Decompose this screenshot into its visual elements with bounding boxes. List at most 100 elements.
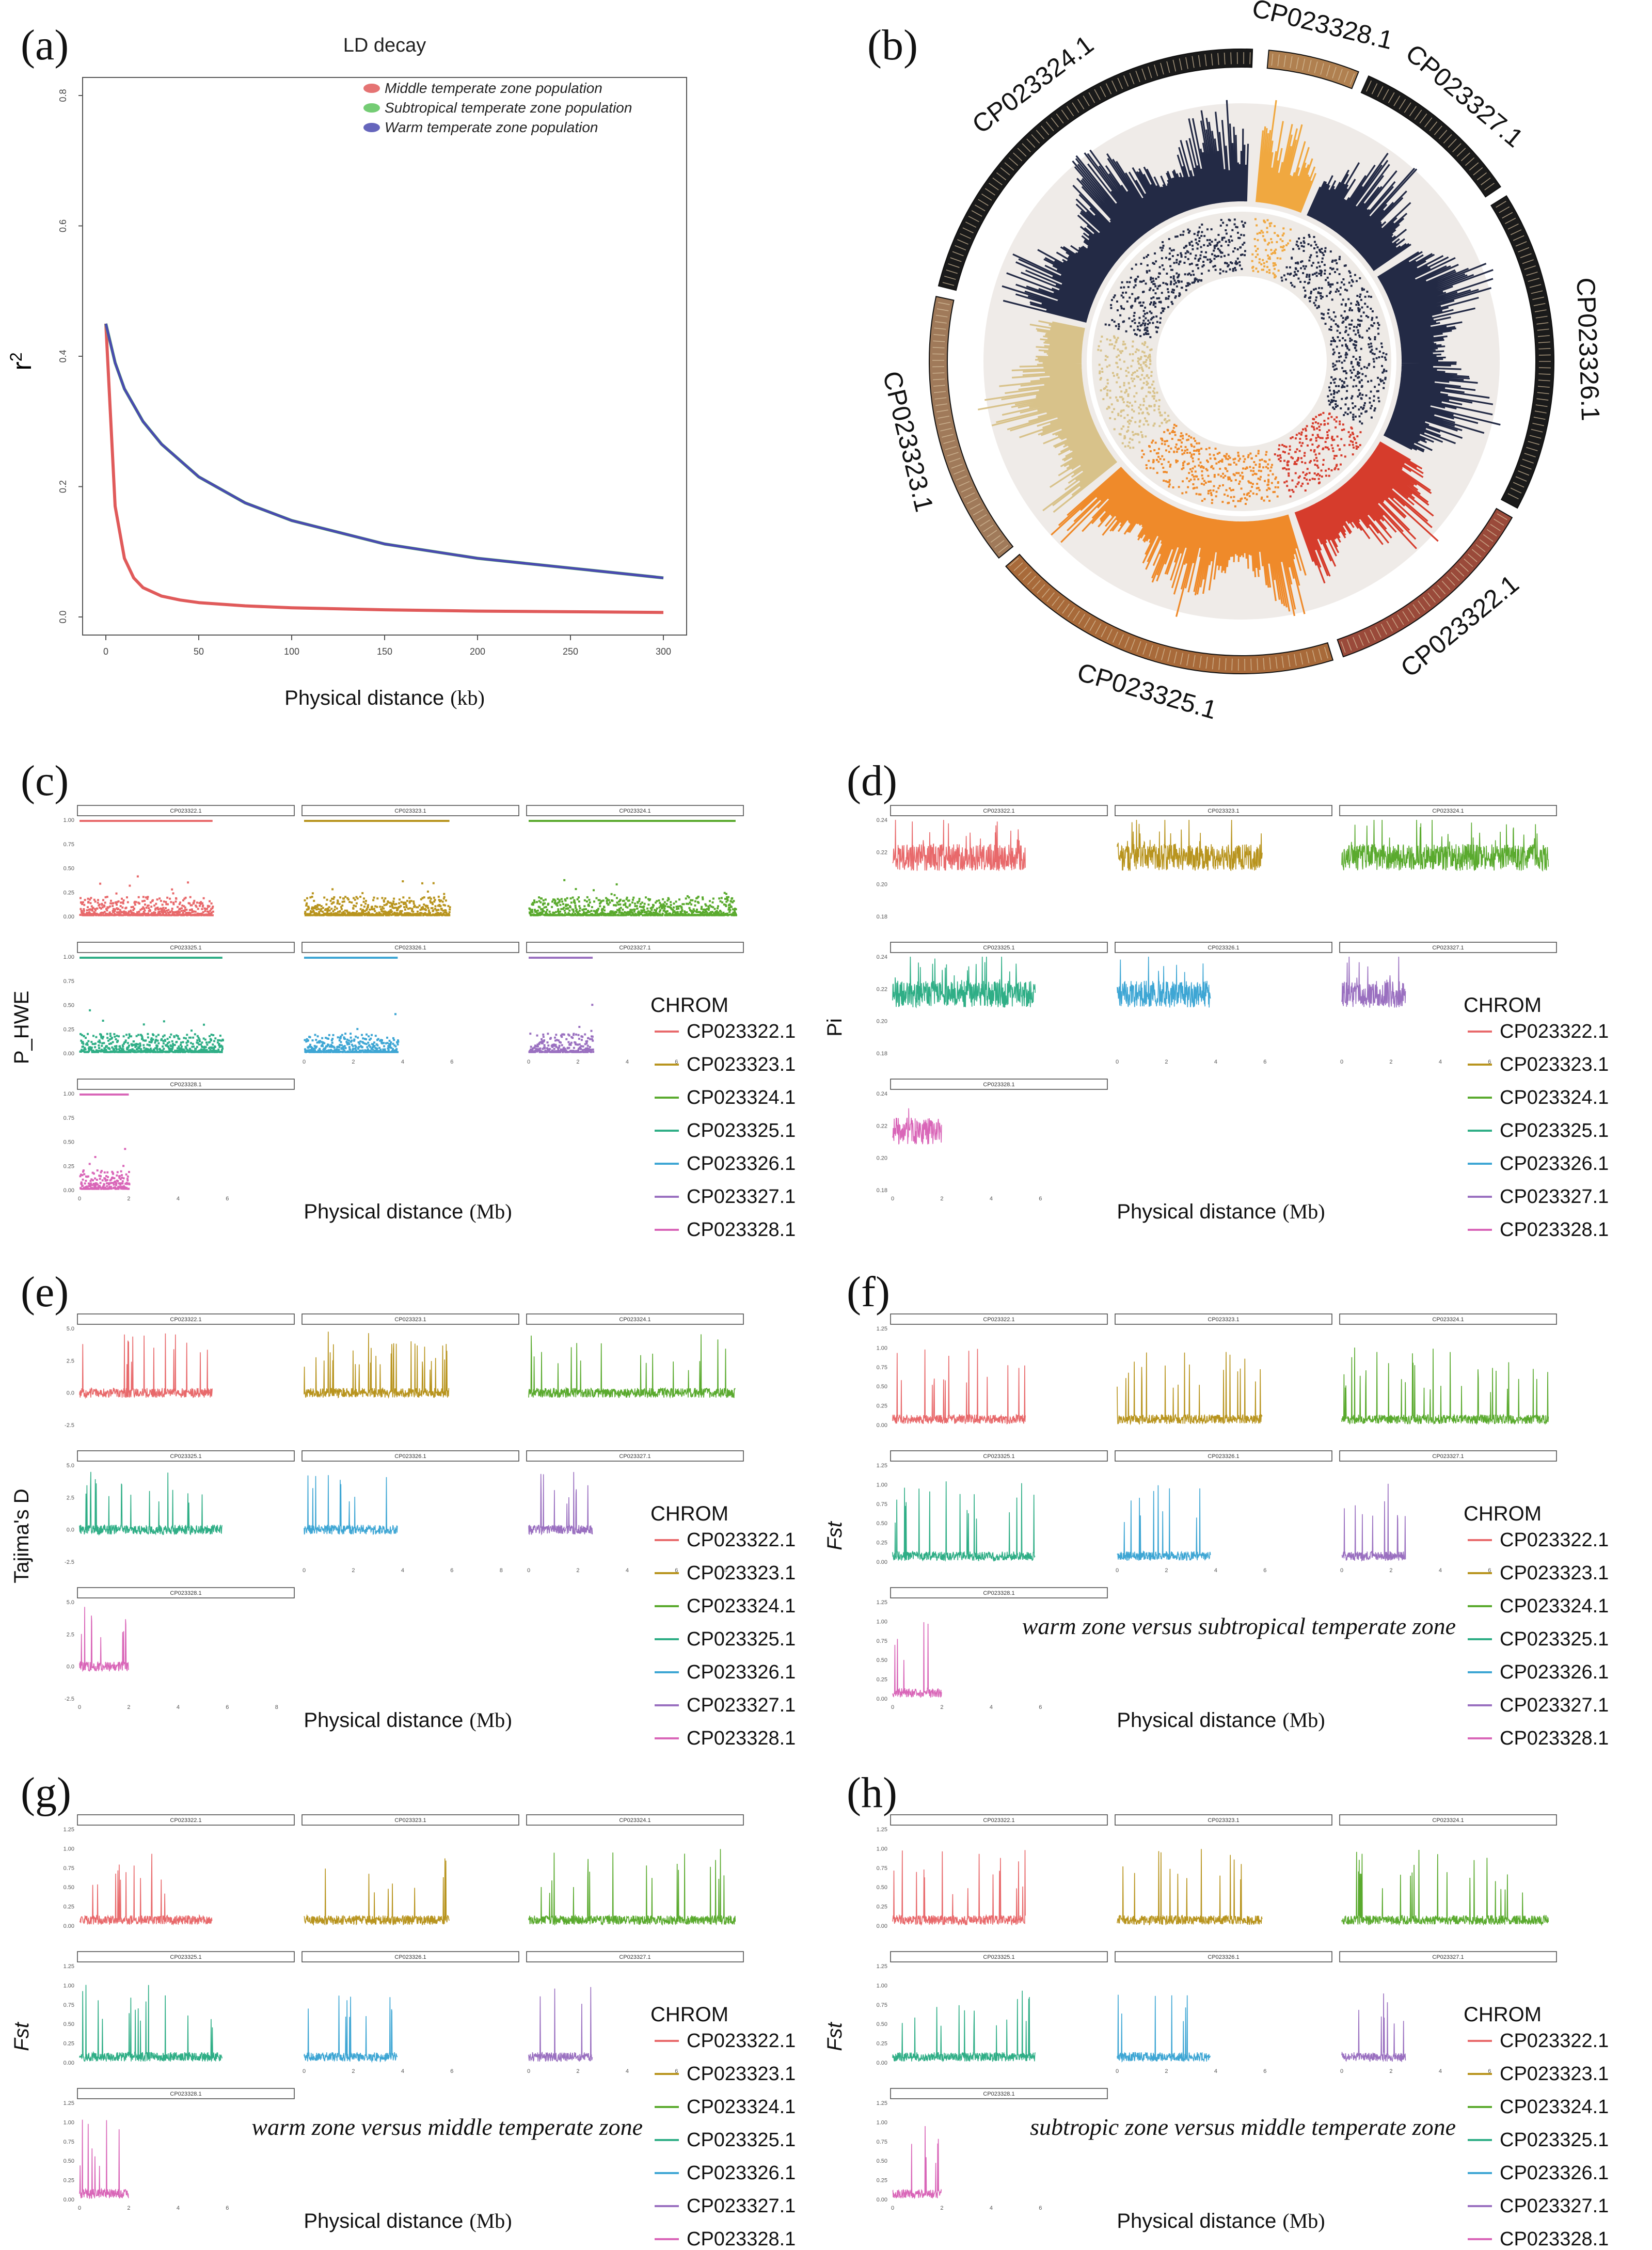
circos-center (1156, 276, 1327, 447)
facet-strip (526, 805, 744, 816)
circos-ideogram-tick (1494, 518, 1504, 526)
facet-strip-label: CP023328.1 (170, 1590, 201, 1596)
facet-strip (77, 1587, 295, 1598)
facet-x-tick-label: 6 (1488, 1567, 1491, 1574)
facet-y-tick-label: 0.0 (67, 1664, 74, 1670)
facet-strip (1339, 1814, 1557, 1826)
facet-strip-label: CP023324.1 (1432, 1817, 1464, 1824)
facet-y-tick-label: 0.50 (63, 866, 74, 872)
circos-ideogram-tick (1365, 80, 1372, 92)
facet-x-tick-label: 2 (1165, 2068, 1168, 2074)
x-axis-title: Physical distance (Mb) (304, 1200, 512, 1223)
facet-y-tick-label: 0.50 (877, 1520, 887, 1527)
facet-strip (77, 805, 295, 816)
legend-label: CP023327.1 (687, 1694, 796, 1716)
fst-warm-subtropical-panel: CP023322.1 0.00 0.25 0.50 0.75 1.00 1.25 CP0233… (823, 1313, 1609, 1749)
circos-histogram-CP023324.1 (1002, 100, 1249, 323)
circos-histogram-CP023328.1 (1256, 100, 1317, 213)
circos-ideogram-tick (962, 227, 974, 233)
facet-strip-label: CP023324.1 (1432, 1317, 1464, 1323)
facet-strip-label: CP023323.1 (1208, 808, 1239, 814)
circos-ideogram-tick (964, 492, 975, 499)
y-axis-title: Fst (823, 2021, 846, 2051)
legend-label: CP023327.1 (1500, 1186, 1609, 1208)
circos-ideogram-tick (1062, 604, 1070, 614)
facet-line-CP023323.1 (1117, 1849, 1263, 1926)
circos-ideogram-tick (948, 263, 960, 268)
facet-strip (1115, 805, 1332, 816)
facet-y-tick-label: 5.0 (67, 1326, 74, 1332)
facet-x-tick-label: 2 (352, 1567, 355, 1574)
facet-x-tick-label: 0 (1116, 1059, 1119, 1065)
facet-strip (1339, 1450, 1557, 1462)
facet-strip (890, 1587, 1108, 1598)
facet-x-tick-label: 6 (1488, 2068, 1491, 2074)
facet-points-CP023322.1 (79, 875, 214, 916)
circos-scatter-CP023323.1 (1097, 335, 1171, 449)
circos-ideogram-tick (1257, 658, 1259, 671)
legend-label: CP023322.1 (687, 2030, 796, 2052)
circos-ideogram-tick (1520, 253, 1532, 258)
facet-points-CP023327.1 (528, 1004, 595, 1053)
legend-label: CP023322.1 (687, 1529, 796, 1551)
x-axis-title: Physical distance (Mb) (1117, 1708, 1325, 1732)
circos-ideogram-tick (1532, 422, 1545, 426)
ld-x-tick-label: 100 (284, 646, 299, 657)
facet-x-tick-label: 6 (1039, 2205, 1042, 2211)
circos-ideogram-tick (1312, 650, 1316, 662)
circos-ideogram-tick (1026, 138, 1036, 148)
x-axis-title: Physical distance (Mb) (1117, 2209, 1325, 2232)
facet-points-CP023325.1 (79, 1009, 224, 1053)
facet-x-tick-label: 4 (401, 1567, 404, 1574)
facet-strip-label: CP023325.1 (170, 1954, 201, 1960)
facet-line-CP023324.1 (528, 1334, 736, 1399)
circos-ideogram-tick (1105, 83, 1112, 94)
facet-line-CP023325.1 (892, 1990, 1036, 2063)
facet-x-tick-label: 4 (401, 2068, 404, 2074)
circos-ideogram-tick (998, 545, 1008, 553)
legend-label: CP023326.1 (1500, 1153, 1609, 1175)
circos-ideogram-tick (1528, 278, 1540, 282)
facet-line-CP023328.1 (892, 1622, 942, 1698)
circos-ideogram-tick (1471, 549, 1482, 558)
panel-annotation: subtropic zone versus middle temperate z… (1030, 2114, 1456, 2140)
facet-x-tick-label: 6 (450, 1567, 453, 1574)
circos-label-CP023327.1: CP023327.1 (1400, 39, 1529, 153)
circos-ideogram-tick (1167, 650, 1171, 662)
facet-strip (1115, 942, 1332, 953)
facet-y-tick-label: 5.0 (67, 1599, 74, 1606)
ld-x-tick-label: 200 (470, 646, 485, 657)
circos-ideogram-tick (1296, 57, 1299, 69)
circos-ideogram-tick (1524, 453, 1536, 457)
facet-y-tick-label: 0.50 (877, 1657, 887, 1663)
circos-ideogram-CP023326.1 (1490, 195, 1554, 509)
facet-y-tick-label: 0.50 (63, 2021, 74, 2027)
ld-legend-label: Subtropical temperate zone population (385, 100, 632, 116)
circos-ideogram-tick (1380, 624, 1387, 635)
circos-ideogram-tick (1371, 83, 1378, 94)
circos-ideogram-tick (1118, 634, 1124, 646)
facet-strip (301, 1814, 519, 1826)
legend-title: CHROM (650, 1502, 728, 1525)
facet-line-CP023323.1 (1117, 1352, 1263, 1425)
circos-ideogram-tick (1534, 410, 1547, 414)
ld-legend-swatch (363, 84, 380, 93)
ld-x-tick-label: 0 (103, 646, 108, 657)
legend-label: CP023325.1 (1500, 1628, 1609, 1650)
circos-ideogram-tick (935, 314, 948, 318)
circos-ideogram-tick (1537, 335, 1550, 337)
circos-ideogram-tick (1308, 60, 1312, 72)
facet-strip (890, 805, 1108, 816)
circos-ideogram-tick (1077, 99, 1085, 109)
facet-points-CP023328.1 (79, 1148, 131, 1190)
facet-y-tick-label: 0.75 (877, 1365, 887, 1371)
facet-strip (77, 1450, 295, 1462)
legend-label: CP023328.1 (687, 1219, 796, 1241)
circos-ideogram-tick (1294, 654, 1297, 666)
circos-ideogram-tick (1332, 67, 1337, 78)
facet-y-tick-label: 2.5 (67, 1631, 74, 1638)
circos-ideogram-tick (1324, 646, 1328, 659)
circos-ideogram-tick (1051, 117, 1059, 128)
facet-x-tick-label: 4 (1214, 1059, 1217, 1065)
circos-ideogram-tick (1148, 66, 1152, 78)
